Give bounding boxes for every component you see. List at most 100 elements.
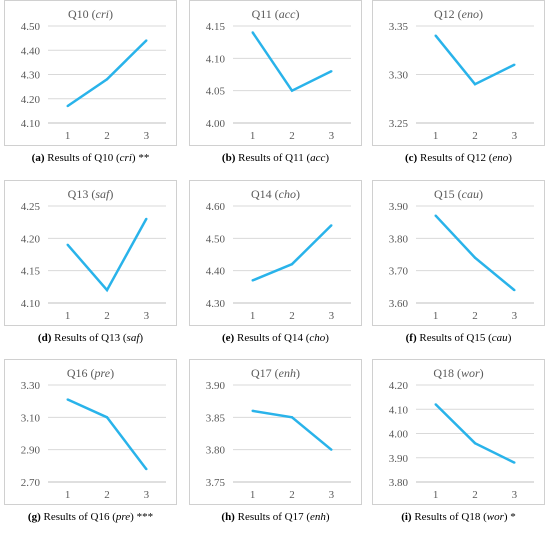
y-tick-label: 4.00 bbox=[389, 429, 409, 441]
chart-caption: (g) Results of Q16 (pre) *** bbox=[4, 511, 177, 523]
chart-frame bbox=[189, 180, 362, 326]
data-point bbox=[473, 256, 477, 259]
y-tick-label: 4.15 bbox=[206, 21, 226, 33]
caption-letter: (a) bbox=[31, 152, 45, 164]
chart-caption: (d) Results of Q13 (saf) bbox=[4, 332, 177, 344]
caption-letter: (c) bbox=[405, 152, 418, 164]
y-tick-label: 4.00 bbox=[206, 118, 226, 130]
data-point bbox=[513, 63, 516, 66]
chart-panel-q16: Q16 (pre) 2.70 2.90 3.10 3.30 1 2 3 (g) Results … bbox=[4, 359, 177, 535]
y-tick-label: 3.90 bbox=[389, 201, 409, 213]
chart-svg: Q14 (cho) 4.30 4.40 4.50 4.60 1 2 3 bbox=[189, 180, 362, 326]
chart-title: Q15 (cau) bbox=[434, 187, 483, 201]
data-point bbox=[473, 83, 477, 86]
x-tick-label: 2 bbox=[289, 130, 295, 142]
x-tick-label: 2 bbox=[104, 489, 110, 501]
data-point bbox=[145, 39, 148, 42]
x-tick-label: 1 bbox=[433, 310, 439, 322]
chart-panel-q13: Q13 (saf) 4.10 4.15 4.20 4.25 1 2 3 (d) Results … bbox=[4, 180, 177, 356]
chart-svg: Q15 (cau) 3.60 3.70 3.80 3.90 1 2 3 bbox=[372, 180, 545, 326]
x-tick-label: 3 bbox=[512, 310, 518, 322]
y-tick-label: 4.30 bbox=[21, 70, 41, 82]
y-tick-label: 4.40 bbox=[21, 45, 41, 57]
y-tick-label: 4.05 bbox=[206, 86, 226, 98]
caption-code: eno bbox=[492, 152, 509, 164]
y-tick-label: 3.60 bbox=[389, 298, 409, 310]
x-tick-label: 1 bbox=[433, 130, 439, 142]
x-tick-label: 2 bbox=[104, 130, 110, 142]
x-tick-label: 3 bbox=[329, 489, 335, 501]
y-tick-label: 4.10 bbox=[389, 404, 409, 416]
y-tick-label: 3.80 bbox=[206, 445, 226, 457]
caption-end: ) * bbox=[503, 511, 516, 523]
chart-panel-q12: Q12 (eno) 3.25 3.30 3.35 1 2 3 (c) Results of Q… bbox=[372, 0, 545, 176]
y-tick-label: 3.85 bbox=[206, 412, 226, 424]
x-tick-label: 3 bbox=[329, 310, 335, 322]
data-point bbox=[434, 403, 437, 406]
y-tick-label: 3.90 bbox=[389, 453, 409, 465]
data-point bbox=[66, 398, 69, 401]
caption-code: cri bbox=[119, 152, 132, 164]
y-tick-label: 4.25 bbox=[21, 201, 41, 213]
caption-letter: (e) bbox=[222, 332, 235, 344]
chart-frame bbox=[372, 359, 545, 505]
chart-svg: Q10 (cri) 4.10 4.20 4.30 4.40 4.50 1 2 3 bbox=[4, 0, 177, 146]
chart-panel-q18: Q18 (wor) 3.80 3.90 4.00 4.10 4.20 1 2 3 (i) Resu… bbox=[372, 359, 545, 535]
chart-panel-q15: Q15 (cau) 3.60 3.70 3.80 3.90 1 2 3 (f) Results … bbox=[372, 180, 545, 356]
caption-letter: (i) bbox=[401, 511, 412, 523]
caption-letter: (f) bbox=[405, 332, 417, 344]
y-tick-label: 4.30 bbox=[206, 298, 226, 310]
y-tick-label: 4.10 bbox=[21, 298, 41, 310]
caption-letter: (h) bbox=[221, 511, 235, 523]
data-point bbox=[145, 217, 148, 221]
caption-code: cau bbox=[491, 332, 508, 344]
x-tick-label: 1 bbox=[250, 130, 256, 142]
x-tick-label: 2 bbox=[472, 489, 478, 501]
y-tick-label: 2.90 bbox=[21, 445, 41, 457]
chart-panel-q10: Q10 (cri) 4.10 4.20 4.30 4.40 4.50 1 2 3 (a) Resu… bbox=[4, 0, 177, 176]
caption-code: cho bbox=[309, 332, 326, 344]
chart-title: Q11 (acc) bbox=[252, 7, 300, 21]
chart-frame bbox=[4, 180, 177, 326]
chart-caption: (c) Results of Q12 (eno) bbox=[372, 152, 545, 164]
chart-frame bbox=[372, 0, 545, 146]
chart-title: Q14 (cho) bbox=[251, 187, 300, 201]
y-tick-label: 4.20 bbox=[389, 380, 409, 392]
data-point bbox=[251, 409, 254, 413]
chart-title: Q13 (saf) bbox=[68, 187, 114, 201]
y-tick-label: 3.70 bbox=[389, 266, 409, 278]
x-tick-label: 3 bbox=[144, 489, 150, 501]
y-tick-label: 4.60 bbox=[206, 201, 226, 213]
data-point bbox=[290, 263, 294, 266]
chart-title: Q12 (eno) bbox=[434, 7, 483, 21]
data-point bbox=[105, 288, 109, 292]
y-tick-label: 4.10 bbox=[21, 118, 41, 130]
caption-end: ) bbox=[325, 511, 330, 523]
x-tick-label: 2 bbox=[104, 310, 110, 322]
caption-text: Results of Q11 ( bbox=[235, 152, 311, 164]
caption-letter: (d) bbox=[37, 332, 52, 344]
x-tick-label: 1 bbox=[433, 489, 439, 501]
caption-code: wor bbox=[486, 511, 504, 523]
data-point bbox=[105, 416, 109, 419]
caption-text: Results of Q12 ( bbox=[417, 152, 493, 164]
chart-frame bbox=[189, 0, 362, 146]
chart-caption: (a) Results of Q10 (cri) ** bbox=[4, 152, 177, 164]
y-tick-label: 3.90 bbox=[206, 380, 226, 392]
y-tick-label: 4.50 bbox=[206, 233, 226, 245]
data-point bbox=[330, 70, 333, 73]
y-tick-label: 4.15 bbox=[21, 266, 41, 278]
chart-caption: (b) Results of Q11 (acc) bbox=[189, 152, 362, 164]
data-point bbox=[105, 78, 109, 81]
data-point bbox=[290, 89, 294, 92]
caption-text: Results of Q16 ( bbox=[40, 511, 116, 523]
chart-svg: Q13 (saf) 4.10 4.15 4.20 4.25 1 2 3 bbox=[4, 180, 177, 326]
x-tick-label: 1 bbox=[65, 310, 71, 322]
x-tick-label: 3 bbox=[329, 130, 335, 142]
data-point bbox=[473, 442, 477, 445]
y-tick-label: 2.70 bbox=[21, 477, 41, 489]
caption-end: ) bbox=[325, 152, 330, 164]
chart-frame bbox=[189, 359, 362, 505]
caption-code: acc bbox=[310, 152, 326, 164]
chart-panel-q17: Q17 (enh) 3.75 3.80 3.85 3.90 1 2 3 (h) Results … bbox=[189, 359, 362, 535]
